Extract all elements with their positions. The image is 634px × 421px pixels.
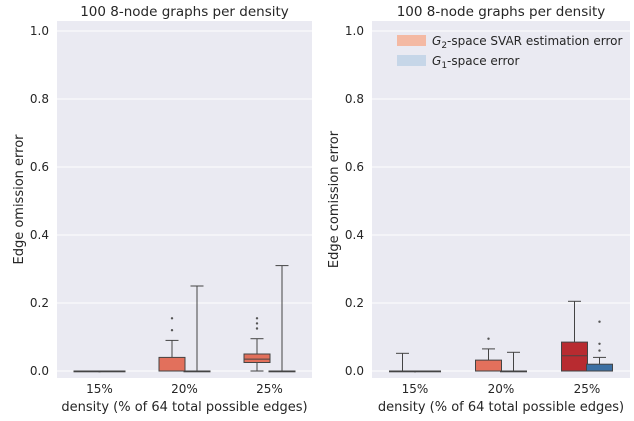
legend-label: G2-space SVAR estimation error xyxy=(432,34,622,51)
outlier-point xyxy=(598,320,601,323)
box-body xyxy=(243,353,271,363)
box-15pct-series-2 xyxy=(98,370,126,373)
box-20pct-series-1 xyxy=(475,337,502,372)
y-tick-label: 0.6 xyxy=(30,160,49,174)
y-tick-label: 0.0 xyxy=(30,364,49,378)
y-tick-label: 0.2 xyxy=(345,296,364,310)
box-20pct-series-1 xyxy=(158,317,186,372)
x-tick-label: 25% xyxy=(256,382,283,396)
box-body xyxy=(158,356,186,372)
chart-title: 100 8-node graphs per density xyxy=(80,4,289,20)
outlier-point xyxy=(487,337,490,340)
box-15pct-series-2 xyxy=(414,370,441,373)
box-body xyxy=(561,341,588,372)
y-tick-label: 1.0 xyxy=(345,24,364,38)
plot-background xyxy=(57,21,312,378)
panel-2: 0.0 0.2 0.4 0.6 0.8 1.0 100 8-node graphs per … xyxy=(327,4,630,415)
y-tick-label: 0.8 xyxy=(345,92,364,106)
box-body xyxy=(475,359,502,372)
y-tick-label: 0.6 xyxy=(345,160,364,174)
legend: G2-space SVAR estimation error G1-space e… xyxy=(397,34,622,71)
x-tick-label: 25% xyxy=(574,382,601,396)
box-25pct-series-1 xyxy=(561,300,588,372)
outlier-point xyxy=(255,317,259,320)
box-25pct-series-2 xyxy=(586,320,613,372)
y-axis-label: Edge comission error xyxy=(327,130,342,268)
panel-1: 0.0 0.2 0.4 0.6 0.8 1.0 100 8-node graphs per … xyxy=(12,4,312,415)
box-20pct-series-2 xyxy=(500,351,527,373)
x-tick-label: 15% xyxy=(402,382,429,396)
outlier-point xyxy=(170,317,174,320)
y-tick-label: 1.0 xyxy=(30,24,49,38)
box-body xyxy=(586,363,613,372)
y-tick-label: 0.8 xyxy=(30,92,49,106)
box-20pct-series-2 xyxy=(183,285,211,373)
y-tick-label: 0.4 xyxy=(30,228,49,242)
x-tick-label: 20% xyxy=(171,382,198,396)
outlier-point xyxy=(170,329,174,332)
legend-swatch xyxy=(397,35,426,46)
x-axis-label: density (% of 64 total possible edges) xyxy=(378,400,624,415)
chart-title: 100 8-node graphs per density xyxy=(397,4,606,20)
y-tick-label: 0.0 xyxy=(345,364,364,378)
y-tick-label: 0.4 xyxy=(345,228,364,242)
box-15pct-series-1 xyxy=(389,352,416,373)
outlier-point xyxy=(255,322,259,325)
plot-background xyxy=(372,21,630,378)
legend-label: G1-space error xyxy=(432,54,520,71)
y-tick-label: 0.2 xyxy=(30,296,49,310)
outlier-point xyxy=(598,342,601,345)
x-tick-label: 20% xyxy=(488,382,515,396)
box-25pct-series-1 xyxy=(243,317,271,372)
box-25pct-series-2 xyxy=(268,265,296,373)
outlier-point xyxy=(598,349,601,352)
box-15pct-series-1 xyxy=(73,370,101,373)
x-axis-label: density (% of 64 total possible edges) xyxy=(61,400,307,415)
outlier-point xyxy=(255,327,259,330)
x-tick-label: 15% xyxy=(86,382,113,396)
legend-swatch xyxy=(397,55,426,66)
y-axis-label: Edge omission error xyxy=(12,134,27,265)
